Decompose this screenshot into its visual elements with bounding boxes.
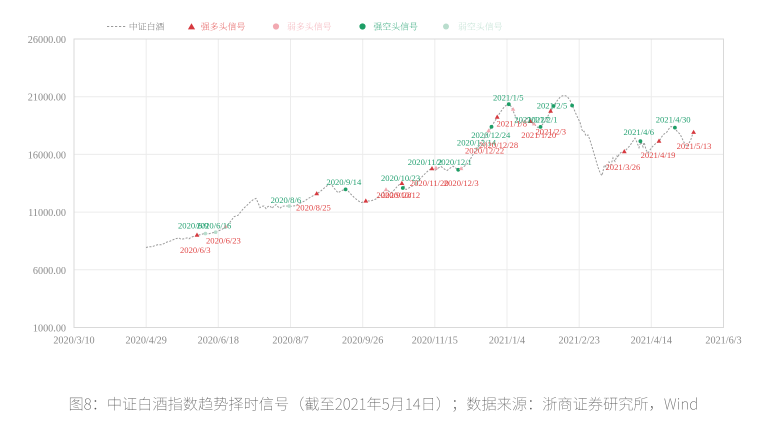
svg-text:2020/6/16: 2020/6/16 — [197, 220, 233, 230]
svg-text:2020/6/3: 2020/6/3 — [180, 245, 211, 255]
svg-text:26000.00: 26000.00 — [28, 35, 66, 46]
svg-text:2020/12/14: 2020/12/14 — [457, 138, 497, 148]
svg-text:2020/11/20: 2020/11/20 — [410, 178, 449, 188]
svg-text:16000.00: 16000.00 — [28, 150, 66, 161]
svg-text:2020/6/9: 2020/6/9 — [178, 220, 209, 230]
svg-text:2020/6/23: 2020/6/23 — [206, 236, 241, 246]
svg-text:2021/1/20: 2021/1/20 — [521, 130, 556, 140]
svg-text:2021/1/4: 2021/1/4 — [489, 336, 525, 347]
svg-text:1000.00: 1000.00 — [33, 324, 66, 335]
svg-text:2020/6/18: 2020/6/18 — [198, 336, 239, 347]
svg-text:2020/4/29: 2020/4/29 — [126, 336, 167, 347]
svg-text:21000.00: 21000.00 — [28, 93, 66, 104]
svg-text:2020/3/10: 2020/3/10 — [53, 336, 94, 347]
svg-text:6000.00: 6000.00 — [33, 266, 66, 277]
svg-text:2021/4/30: 2021/4/30 — [656, 115, 691, 125]
svg-text:2021/2/3: 2021/2/3 — [536, 126, 567, 136]
svg-text:2021/5/13: 2021/5/13 — [677, 141, 712, 151]
svg-text:2020/12/1: 2020/12/1 — [437, 157, 472, 167]
svg-text:2020/9/28: 2020/9/28 — [376, 190, 411, 200]
svg-text:2021/4/19: 2021/4/19 — [641, 150, 676, 160]
svg-text:2020/9/26: 2020/9/26 — [342, 336, 383, 347]
svg-text:2021/1/5: 2021/1/5 — [493, 92, 524, 102]
svg-text:2020/9/14: 2020/9/14 — [326, 177, 362, 187]
svg-text:2020/12/22: 2020/12/22 — [465, 146, 504, 156]
svg-text:2020/8/6: 2020/8/6 — [271, 195, 302, 205]
svg-text:2020/8/7: 2020/8/7 — [272, 336, 308, 347]
svg-text:2020/8/25: 2020/8/25 — [296, 203, 331, 213]
svg-text:2020/12/3: 2020/12/3 — [444, 178, 479, 188]
svg-text:2020/12/28: 2020/12/28 — [479, 140, 518, 150]
svg-text:2021/1/27: 2021/1/27 — [514, 115, 550, 125]
svg-text:2020/11/2: 2020/11/2 — [408, 157, 443, 167]
svg-text:2021/2/23: 2021/2/23 — [559, 336, 600, 347]
svg-text:2021/1/8: 2021/1/8 — [497, 118, 528, 128]
svg-text:2021/3/26: 2021/3/26 — [606, 162, 642, 172]
svg-text:2021/6/3: 2021/6/3 — [705, 336, 741, 347]
svg-text:2020/10/23: 2020/10/23 — [381, 173, 420, 183]
svg-text:2021/2/5: 2021/2/5 — [537, 100, 568, 110]
svg-text:2020/12/24: 2020/12/24 — [471, 130, 511, 140]
svg-text:2021/2/1: 2021/2/1 — [527, 115, 558, 125]
svg-text:2020/10/12: 2020/10/12 — [381, 190, 420, 200]
svg-text:2021/4/14: 2021/4/14 — [631, 336, 672, 347]
svg-text:2020/11/15: 2020/11/15 — [412, 336, 458, 347]
svg-text:11000.00: 11000.00 — [28, 208, 66, 219]
svg-text:2021/4/6: 2021/4/6 — [624, 127, 655, 137]
